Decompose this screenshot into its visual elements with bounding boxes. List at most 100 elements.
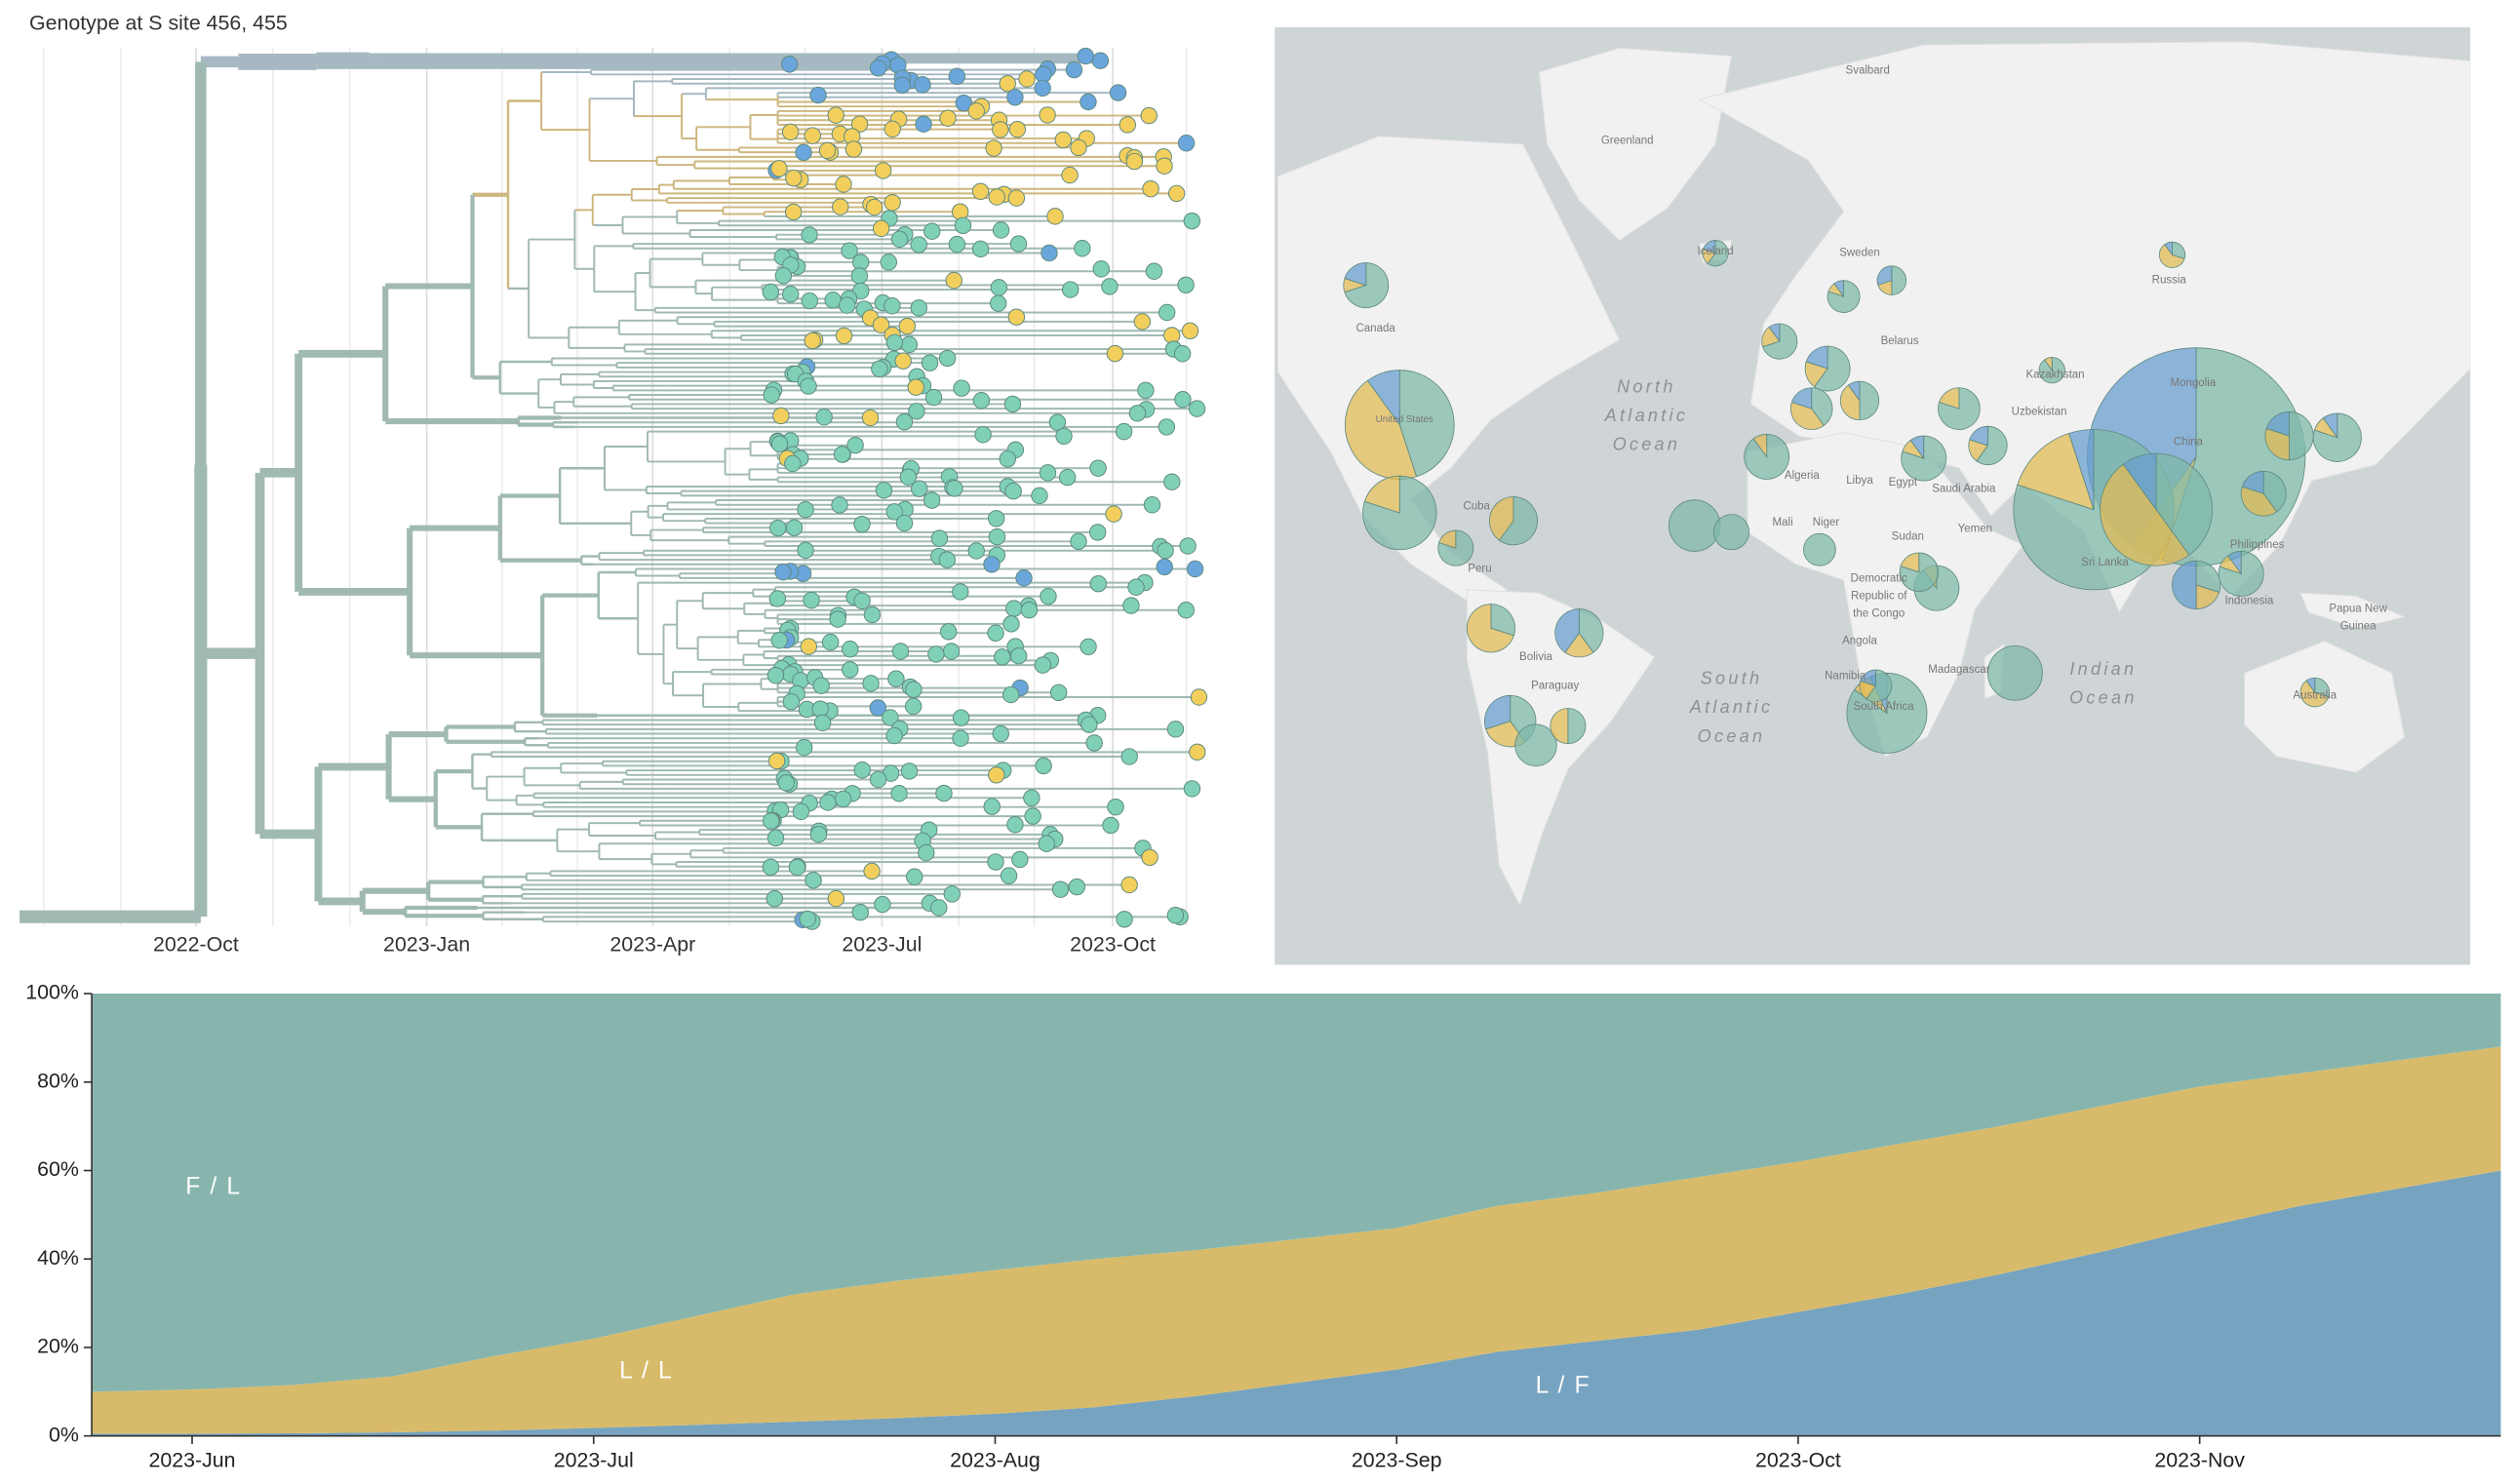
tip (801, 226, 818, 244)
tip (943, 885, 962, 903)
tip (809, 826, 828, 843)
tip (885, 726, 903, 745)
tip (1158, 303, 1176, 322)
pie-slice (1976, 425, 2008, 465)
tip (841, 242, 858, 259)
tip (809, 86, 827, 104)
pie-slice (1752, 434, 1768, 458)
x-tick-label: 2023-Jan (383, 932, 470, 956)
country-label: Paraguay (1531, 681, 1579, 692)
country-label: Svalbard (1846, 64, 1890, 76)
pie-slice (1550, 708, 1569, 745)
pie-slice (2299, 680, 2330, 708)
pie-slice (2262, 470, 2287, 513)
pie-slice (1814, 345, 1851, 392)
country-label: Iceland (1698, 246, 1734, 257)
tip (918, 843, 935, 862)
tip (1041, 244, 1058, 262)
tip (800, 638, 818, 655)
ocean-label: Ocean (1698, 726, 1766, 746)
tip (1055, 427, 1073, 446)
country-label: Libya (1846, 475, 1873, 487)
tip (1128, 405, 1147, 422)
country-label: Algeria (1785, 470, 1820, 482)
tip (899, 468, 918, 486)
tip (853, 592, 871, 610)
tip (1005, 600, 1023, 617)
tip (824, 292, 842, 309)
tip (910, 299, 928, 317)
tip (988, 766, 1005, 784)
panel-title: Genotype at S site 456, 455 (29, 11, 288, 34)
tip (833, 446, 851, 463)
tip (777, 774, 795, 792)
tip (923, 222, 941, 240)
tip (1007, 189, 1026, 207)
tip (1102, 816, 1120, 835)
tip (1002, 615, 1020, 633)
pie-slice (1366, 370, 1400, 426)
area-band (92, 994, 2501, 1392)
tip (1031, 487, 1048, 505)
tip (1065, 60, 1083, 79)
pie-slice (2043, 357, 2053, 371)
tip (891, 643, 910, 660)
tip (1049, 683, 1068, 701)
country-label: Republic of (1851, 590, 1907, 602)
tip (1015, 569, 1033, 587)
tip (1061, 166, 1079, 184)
tip (884, 194, 901, 212)
tip (987, 853, 1004, 871)
tip (939, 109, 957, 127)
country-label: Sudan (1892, 531, 1924, 543)
tip (972, 392, 991, 410)
tip (1167, 184, 1186, 203)
pie-slice (1514, 723, 1557, 767)
y-tick-label: 20% (37, 1335, 79, 1358)
x-tick-label: 2023-Jul (554, 1449, 634, 1472)
tip (1186, 560, 1204, 578)
country-label: Angola (1842, 635, 1877, 646)
ocean-label: Ocean (2069, 687, 2138, 707)
tip (930, 899, 948, 917)
y-tick-label: 60% (37, 1157, 79, 1181)
country-label: Democratic (1851, 572, 1907, 584)
tip (770, 632, 788, 649)
tip (1089, 459, 1107, 477)
tip (797, 500, 814, 519)
country-label: Uzbekistan (2012, 406, 2067, 417)
tip (871, 360, 888, 377)
pie-slice (1488, 496, 1514, 541)
tip (1080, 93, 1097, 111)
tip (923, 491, 941, 509)
country-label: United States (1376, 414, 1434, 425)
tip (887, 670, 905, 687)
tip (1040, 587, 1057, 605)
x-tick-label: 2023-Sep (1352, 1449, 1442, 1472)
tip (990, 294, 1007, 312)
x-tick-label: 2023-Jul (842, 932, 922, 956)
tip (1007, 308, 1026, 326)
tip (967, 542, 985, 560)
tip (850, 115, 869, 133)
tip (851, 903, 869, 921)
tip (1105, 505, 1122, 523)
map-panel[interactable]: Svalbard Greenland Iceland Sweden Russia Cana… (1275, 26, 2471, 965)
country-label: Greenland (1601, 136, 1654, 147)
tip (842, 641, 859, 658)
series-label: F / L (185, 1173, 242, 1199)
pie-slice (1987, 644, 2043, 701)
pie-slice (1498, 496, 1538, 546)
y-tick-label: 80% (37, 1069, 79, 1092)
country-label: Peru (1468, 564, 1491, 575)
tip (1006, 816, 1024, 834)
tip (952, 729, 969, 747)
tip (948, 235, 966, 254)
tip (939, 623, 958, 641)
pie-slice (1703, 240, 1716, 254)
tip (835, 327, 853, 345)
map-labels: Svalbard Greenland Iceland Sweden Russia Cana… (1355, 64, 2387, 745)
tip (953, 379, 970, 397)
tip (861, 409, 880, 427)
